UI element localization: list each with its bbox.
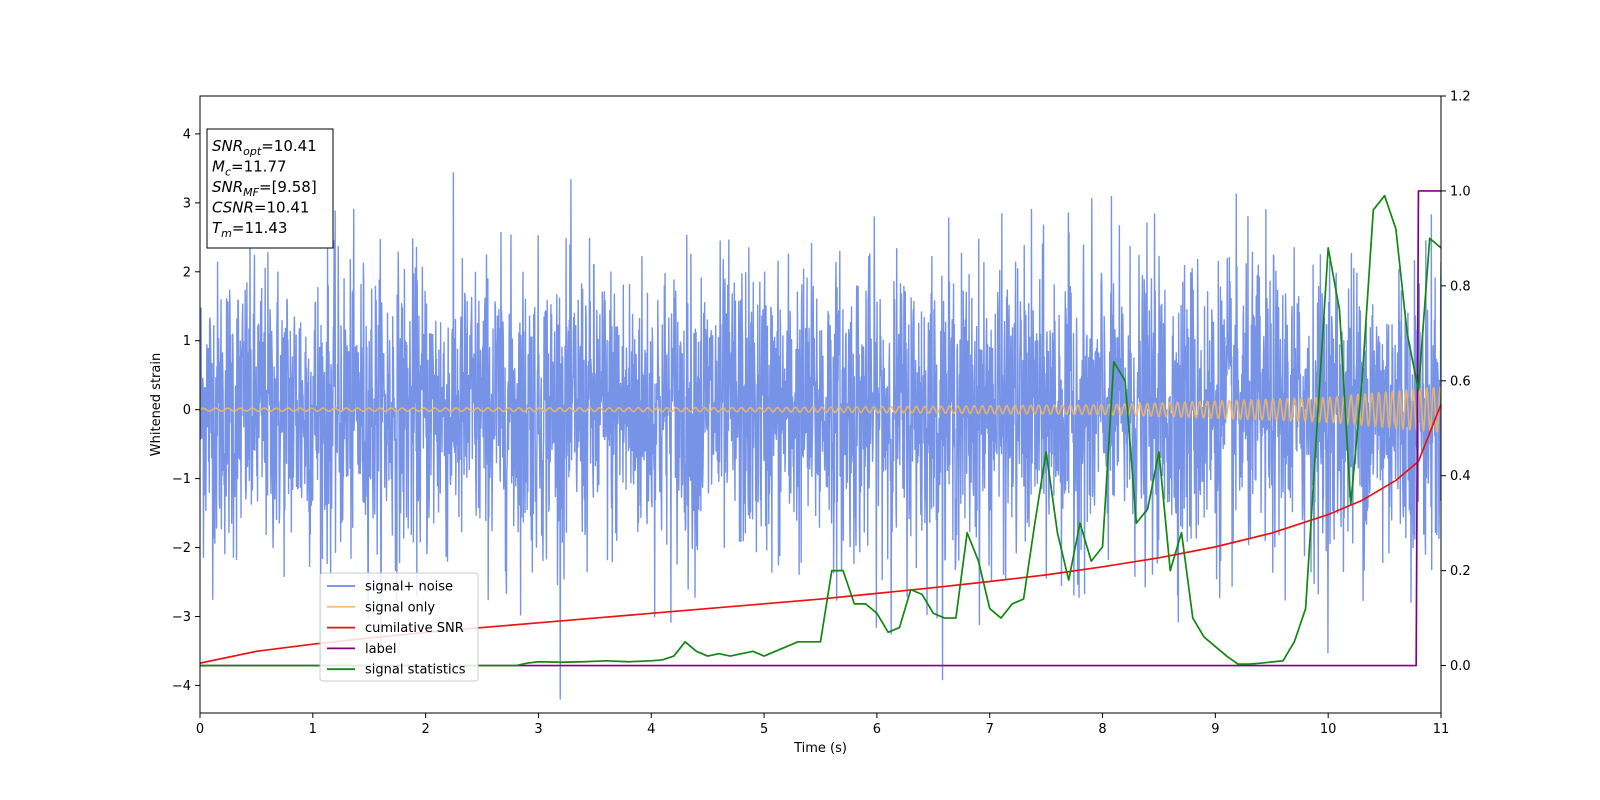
y-right-tick-label: 0.8: [1450, 279, 1471, 294]
info-line: Tm=11.43: [212, 219, 287, 240]
x-axis-label: Time (s): [793, 741, 847, 756]
y-right-tick-label: 0.6: [1450, 374, 1471, 389]
y-left-tick-label: 0: [183, 403, 191, 418]
x-tick-label: 6: [873, 722, 881, 737]
y-right-tick-label: 1.2: [1450, 90, 1471, 105]
x-tick-label: 9: [1211, 722, 1219, 737]
y-left-tick-label: 4: [183, 127, 191, 142]
y-left-tick-label: −4: [172, 679, 191, 694]
plot-frame: [199, 95, 1442, 714]
x-tick-label: 4: [647, 722, 655, 737]
x-tick-label: 0: [196, 722, 204, 737]
info-line: SNRMF=[9.58]: [212, 178, 317, 199]
series-line-3: [200, 190, 1441, 667]
info-line: CSNR=10.41: [212, 199, 309, 217]
series-line-0: [200, 172, 1441, 700]
y-right-tick-label: 0.4: [1450, 469, 1471, 484]
x-tick-label: 10: [1320, 722, 1337, 737]
y-left-tick-label: −1: [172, 472, 191, 487]
y-left-tick-label: 2: [183, 265, 191, 280]
series-line-4: [200, 194, 1441, 667]
legend-label: cumilative SNR: [365, 621, 464, 636]
x-tick-label: 5: [760, 722, 768, 737]
info-line: Mc=11.77: [212, 158, 287, 179]
y-axis-label: Whitened strain: [149, 353, 164, 456]
legend-label: signal+ noise: [365, 580, 453, 595]
y-left-tick-label: −2: [172, 541, 191, 556]
y-left-tick-label: 1: [183, 334, 191, 349]
y-left-tick-label: 3: [183, 196, 191, 211]
y-right-tick-label: 1.0: [1450, 184, 1471, 199]
info-box: SNRopt=10.41Mc=11.77SNRMF=[9.58]CSNR=10.…: [206, 128, 334, 249]
legend: signal+ noise signal only cumilative SNR la…: [319, 572, 479, 682]
legend-label: signal statistics: [365, 663, 466, 678]
legend-label: label: [365, 642, 396, 657]
legend-label: signal only: [365, 600, 435, 615]
series-line-1: [200, 386, 1441, 433]
ticks-layer: 0 1 2 3 4 5 6 7 8 9 10 11 −4 −3 −2 −1 0 1 2 3 4 0.0 0.2 0.4 0.6 0…: [172, 90, 1471, 738]
y-left-tick-label: −3: [172, 610, 191, 625]
info-line: SNRopt=10.41: [212, 137, 317, 158]
x-tick-label: 3: [534, 722, 542, 737]
x-tick-label: 8: [1098, 722, 1106, 737]
x-tick-label: 7: [986, 722, 994, 737]
x-tick-label: 2: [421, 722, 429, 737]
y-right-tick-label: 0.2: [1450, 564, 1471, 579]
y-right-tick-label: 0.0: [1450, 659, 1471, 674]
x-tick-label: 1: [309, 722, 317, 737]
x-tick-label: 11: [1433, 722, 1450, 737]
